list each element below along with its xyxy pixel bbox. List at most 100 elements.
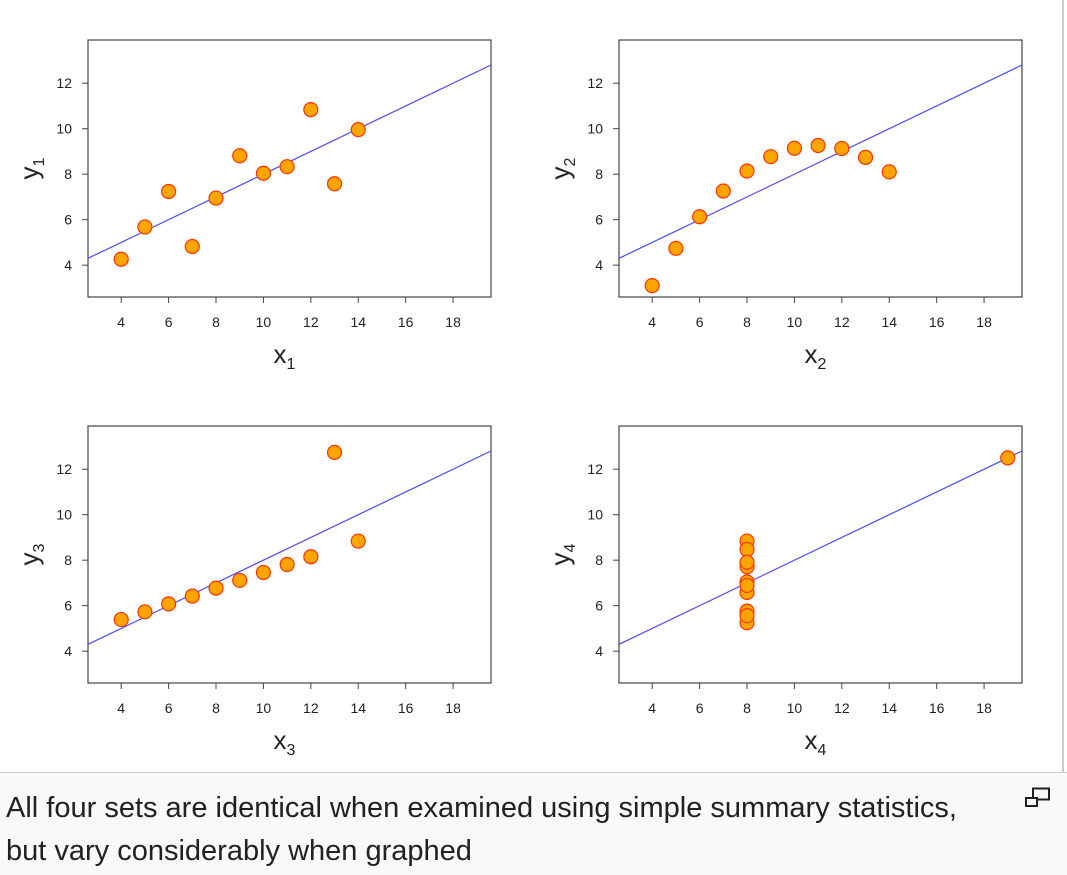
x-tick-label: 8 bbox=[212, 700, 220, 716]
regression-line bbox=[619, 64, 1022, 259]
data-point bbox=[279, 159, 295, 175]
data-point bbox=[161, 596, 177, 612]
caption-area: All four sets are identical when examine… bbox=[0, 772, 1067, 875]
y-tick-label: 12 bbox=[56, 75, 72, 91]
y-tick-label: 10 bbox=[56, 507, 72, 523]
data-point bbox=[255, 564, 272, 581]
data-point bbox=[232, 572, 248, 589]
x-tick-label: 12 bbox=[303, 314, 319, 330]
x-tick-label: 4 bbox=[117, 700, 125, 716]
data-point bbox=[644, 278, 660, 294]
regression-line bbox=[88, 450, 491, 645]
x-tick-label: 4 bbox=[648, 700, 656, 716]
data-point bbox=[303, 549, 319, 565]
y-tick-label: 6 bbox=[64, 212, 72, 228]
y-tick-label: 10 bbox=[587, 507, 603, 523]
x-tick-label: 6 bbox=[696, 314, 704, 330]
y-tick-label: 4 bbox=[595, 643, 603, 659]
x-tick-label: 8 bbox=[743, 314, 751, 330]
y-tick-label: 12 bbox=[587, 461, 603, 477]
x-tick-label: 4 bbox=[648, 314, 656, 330]
x-axis-label: x4 bbox=[805, 725, 827, 759]
data-point bbox=[692, 209, 708, 225]
x-tick-label: 12 bbox=[303, 700, 319, 716]
scatter-plot-2: 4 6 8 10 12 4 6 8 10 12 14 16 18 x2 y2 bbox=[545, 39, 1023, 373]
y-axis-label: y2 bbox=[545, 157, 579, 179]
data-point bbox=[834, 140, 850, 157]
scatter-plot-3: 4 6 8 10 12 4 6 8 10 12 14 16 18 x3 y3 bbox=[14, 425, 492, 759]
data-point bbox=[255, 165, 272, 181]
data-point bbox=[208, 190, 224, 206]
data-point bbox=[232, 148, 248, 164]
data-point bbox=[350, 533, 366, 549]
data-point bbox=[739, 577, 755, 594]
x-tick-label: 18 bbox=[445, 700, 461, 716]
x-tick-label: 12 bbox=[834, 314, 850, 330]
data-point bbox=[303, 101, 319, 118]
y-tick-label: 8 bbox=[595, 166, 603, 182]
y-tick-label: 4 bbox=[595, 257, 603, 273]
data-point bbox=[857, 149, 874, 165]
x-tick-label: 8 bbox=[212, 314, 220, 330]
x-tick-label: 16 bbox=[929, 700, 945, 716]
data-point bbox=[739, 163, 755, 179]
y-tick-label: 12 bbox=[587, 75, 603, 91]
x-tick-label: 12 bbox=[834, 700, 850, 716]
data-point bbox=[137, 219, 153, 235]
data-point bbox=[184, 588, 200, 604]
x-tick-label: 10 bbox=[787, 314, 803, 330]
data-point bbox=[739, 608, 755, 624]
data-point bbox=[161, 183, 177, 200]
x-tick-label: 10 bbox=[787, 700, 803, 716]
x-axis-label: x3 bbox=[274, 725, 296, 759]
y-tick-label: 12 bbox=[56, 461, 72, 477]
x-tick-label: 8 bbox=[743, 700, 751, 716]
data-point bbox=[786, 140, 803, 156]
y-tick-label: 4 bbox=[64, 257, 72, 273]
scatter-plot-4: 4 6 8 10 12 4 6 8 10 12 14 16 18 x4 y4 bbox=[545, 425, 1023, 759]
regression-line bbox=[619, 450, 1022, 645]
figure-border bbox=[1062, 0, 1064, 772]
y-tick-label: 10 bbox=[56, 121, 72, 137]
data-point bbox=[184, 238, 200, 255]
plot-frame bbox=[87, 425, 492, 684]
data-point bbox=[208, 580, 224, 596]
x-tick-label: 6 bbox=[696, 700, 704, 716]
x-tick-label: 16 bbox=[398, 700, 414, 716]
data-point bbox=[810, 137, 826, 154]
data-point bbox=[350, 122, 366, 138]
x-tick-label: 18 bbox=[976, 700, 992, 716]
data-point bbox=[279, 556, 295, 573]
data-point bbox=[1000, 450, 1016, 466]
scatter-plot-1: 4 6 8 10 12 4 6 8 10 12 14 16 18 x1 y1 bbox=[14, 39, 492, 373]
x-axis-label: x2 bbox=[805, 339, 827, 373]
y-tick-label: 4 bbox=[64, 643, 72, 659]
data-point bbox=[668, 240, 684, 256]
y-tick-label: 8 bbox=[64, 552, 72, 568]
plot-frame bbox=[618, 425, 1023, 684]
x-tick-label: 14 bbox=[350, 314, 366, 330]
x-tick-label: 18 bbox=[976, 314, 992, 330]
data-point bbox=[739, 554, 755, 570]
data-point bbox=[113, 611, 129, 628]
x-tick-label: 16 bbox=[398, 314, 414, 330]
y-tick-label: 6 bbox=[595, 598, 603, 614]
x-tick-label: 4 bbox=[117, 314, 125, 330]
magnify-icon[interactable] bbox=[1024, 787, 1052, 809]
x-tick-label: 14 bbox=[881, 700, 897, 716]
x-tick-label: 10 bbox=[256, 314, 272, 330]
y-tick-label: 6 bbox=[595, 212, 603, 228]
figure-area: 4 6 8 10 12 4 6 8 10 12 14 16 18 x1 y1 4 6 8 10 12 4 6 8 10 12 1… bbox=[14, 39, 1023, 759]
y-axis-label: y4 bbox=[545, 543, 579, 565]
data-point bbox=[137, 604, 153, 620]
y-axis-label: y3 bbox=[14, 543, 48, 565]
data-point bbox=[113, 251, 129, 267]
data-point bbox=[715, 183, 731, 199]
x-tick-label: 6 bbox=[165, 700, 173, 716]
data-point bbox=[326, 444, 343, 460]
y-tick-label: 10 bbox=[587, 121, 603, 137]
figure-caption: All four sets are identical when examine… bbox=[6, 792, 957, 867]
x-tick-label: 14 bbox=[881, 314, 897, 330]
data-point bbox=[326, 176, 343, 192]
y-tick-label: 8 bbox=[64, 166, 72, 182]
